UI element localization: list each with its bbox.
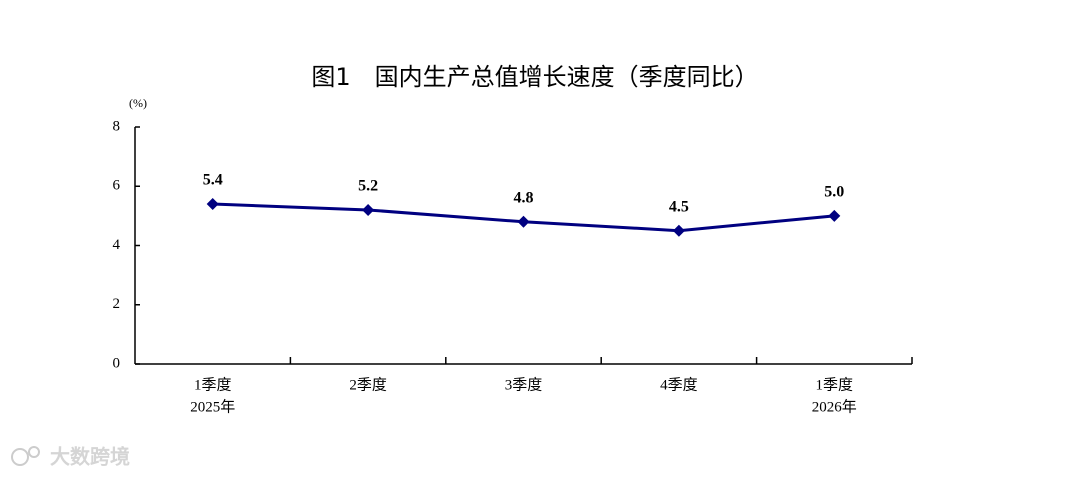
y-tick-label: 0 bbox=[113, 355, 121, 371]
y-tick-label: 8 bbox=[113, 118, 121, 134]
y-tick-label: 2 bbox=[113, 296, 121, 312]
watermark: 大数跨境 bbox=[50, 445, 130, 469]
marker bbox=[672, 224, 685, 237]
x-tick-label: 2季度 bbox=[349, 376, 387, 393]
x-tick-label: 4季度 bbox=[660, 376, 698, 393]
value-label: 5.4 bbox=[203, 172, 223, 189]
value-label: 5.0 bbox=[824, 184, 844, 201]
x-tick-label: 1季度 bbox=[816, 376, 854, 393]
value-label: 5.2 bbox=[358, 178, 378, 195]
y-unit: (%) bbox=[129, 96, 147, 110]
marker bbox=[828, 209, 841, 222]
marker bbox=[362, 203, 375, 216]
x-tick-sublabel: 2026年 bbox=[812, 398, 857, 415]
y-tick-label: 6 bbox=[113, 178, 121, 194]
value-label: 4.8 bbox=[514, 189, 534, 206]
value-label: 4.5 bbox=[669, 198, 689, 215]
x-tick-label: 1季度 bbox=[194, 376, 232, 393]
chart-title: 图1 国内生产总值增长速度（季度同比） bbox=[311, 63, 758, 91]
y-tick-label: 4 bbox=[113, 237, 121, 253]
x-tick-label: 3季度 bbox=[505, 376, 543, 393]
marker bbox=[206, 198, 219, 211]
x-tick-sublabel: 2025年 bbox=[190, 398, 235, 415]
watermark-icon bbox=[11, 446, 40, 466]
marker bbox=[517, 215, 530, 228]
